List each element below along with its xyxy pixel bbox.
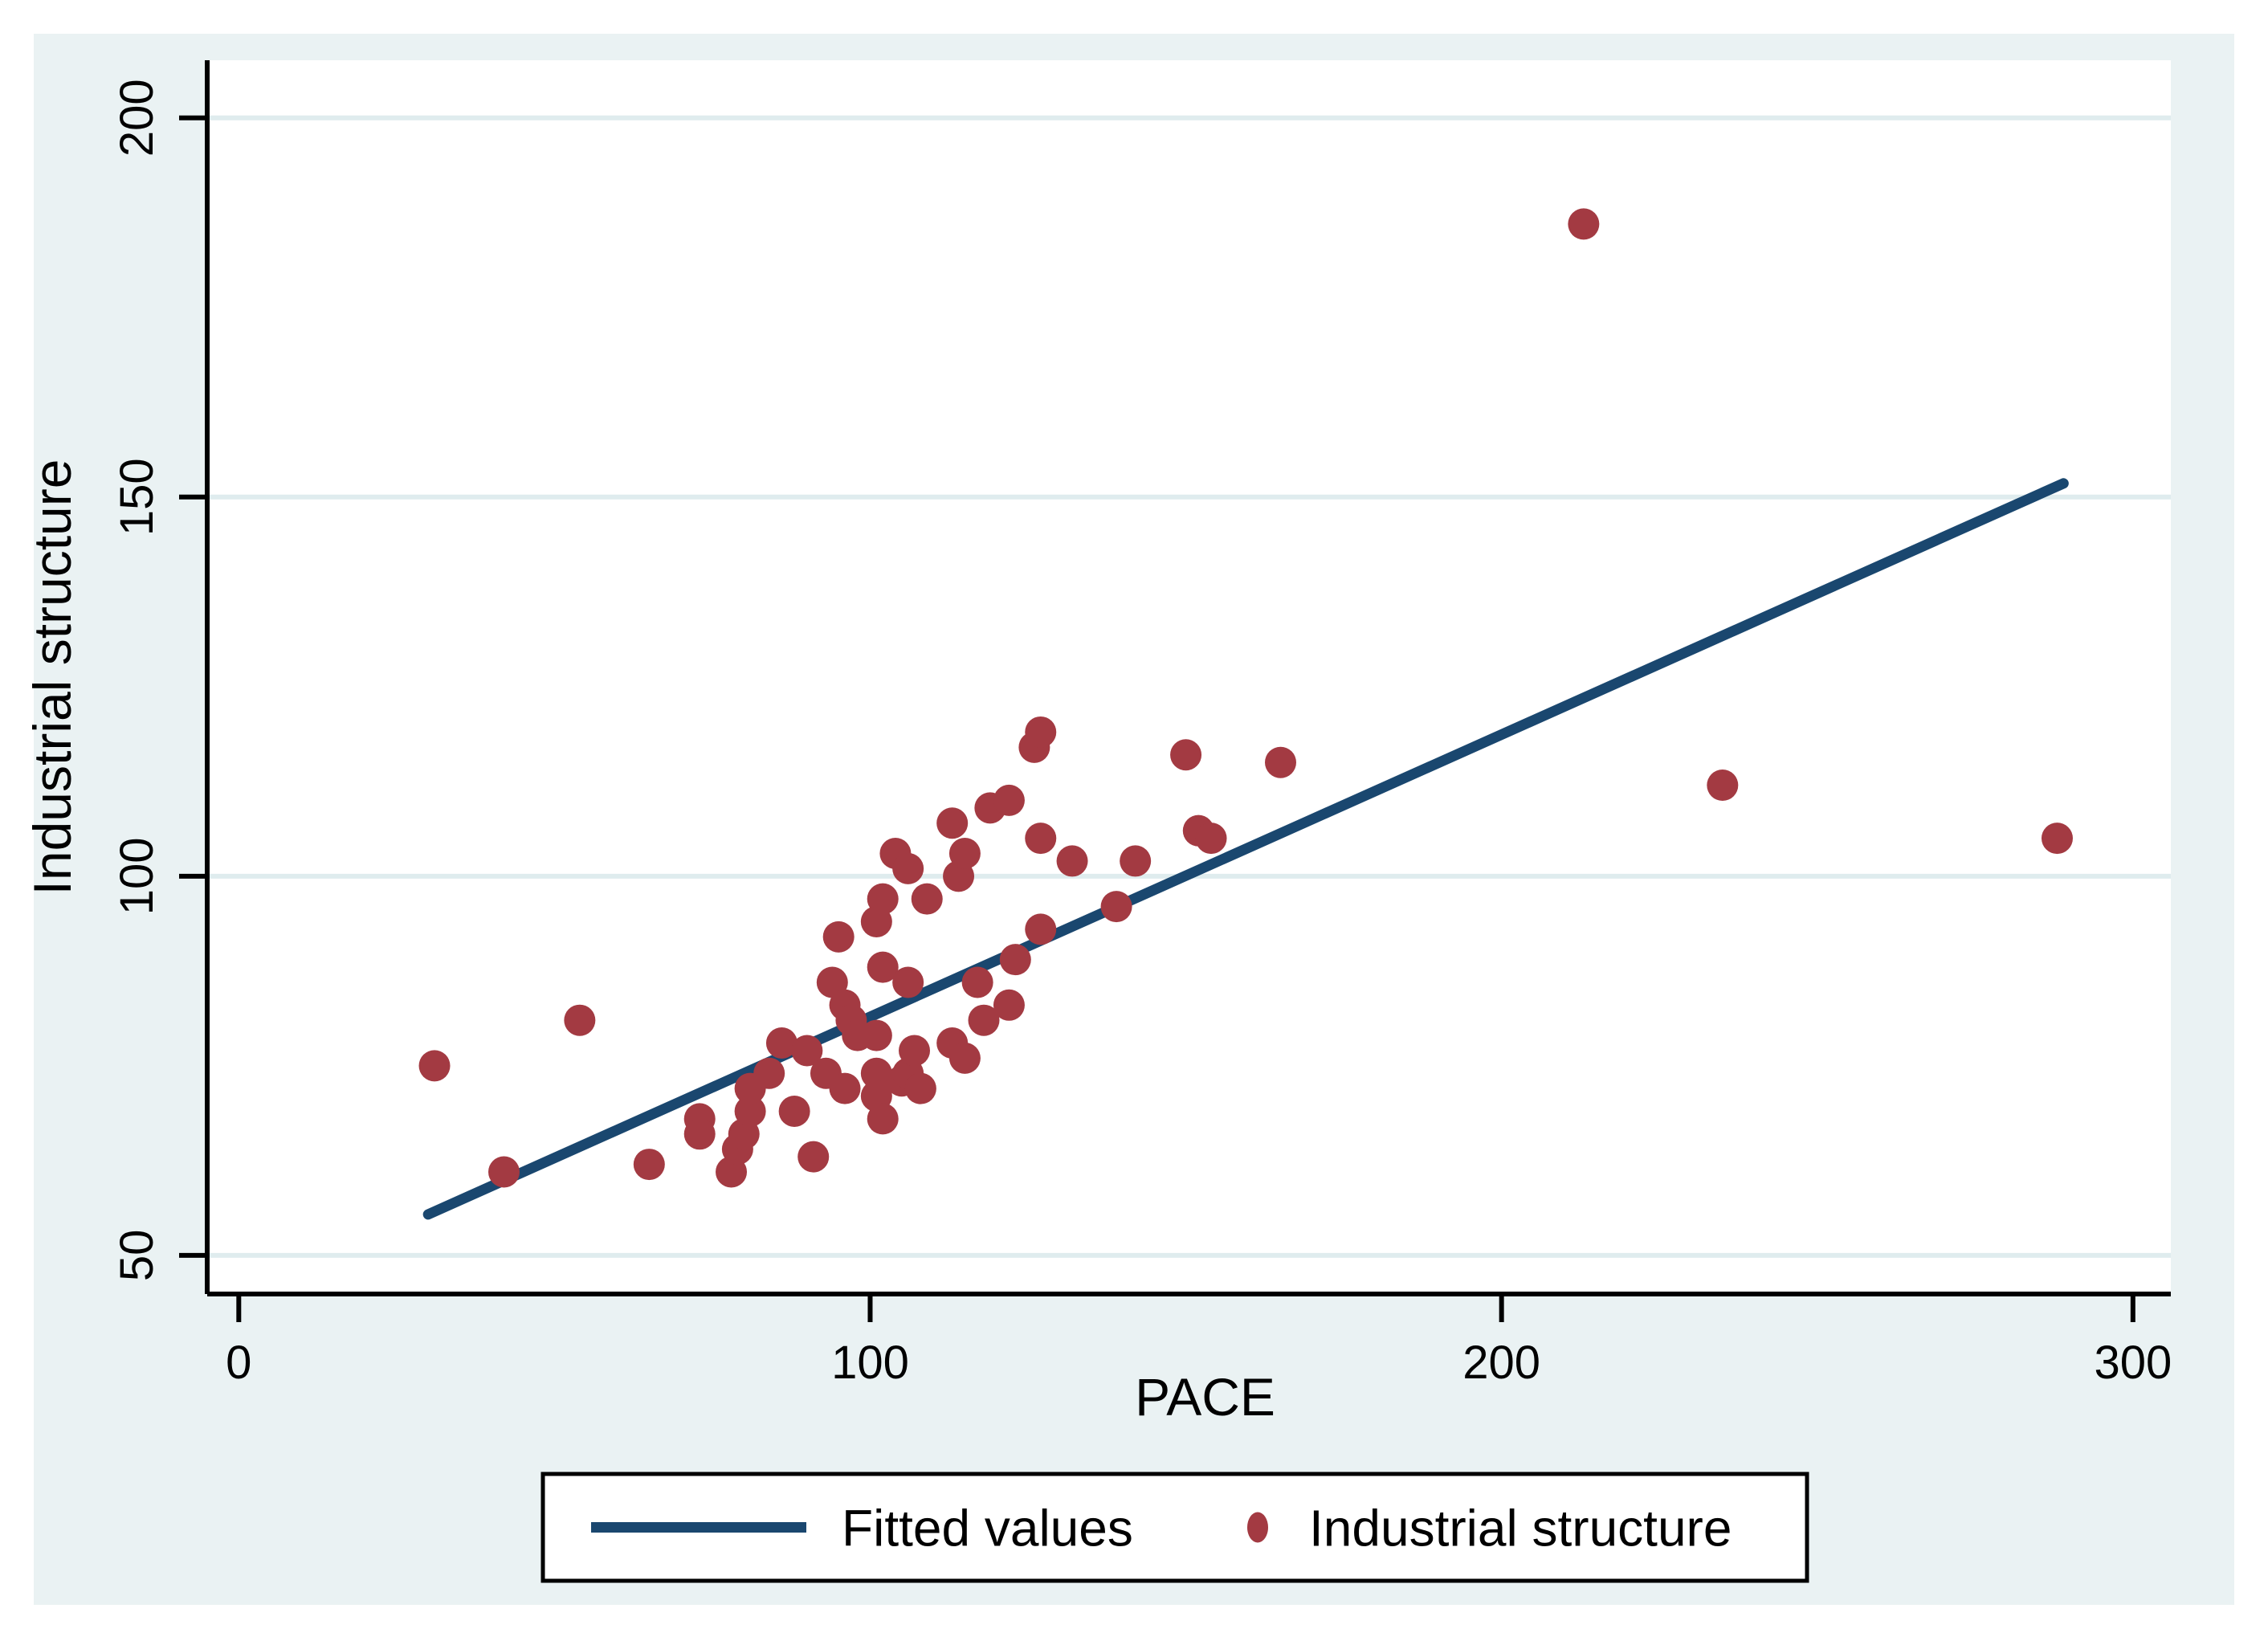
data-point: [1025, 823, 1057, 855]
data-point: [633, 1149, 665, 1181]
data-point: [961, 966, 993, 998]
x-axis-tick-label: 100: [831, 1337, 909, 1389]
data-point: [911, 883, 943, 915]
legend-dot-marker: [1247, 1512, 1268, 1543]
data-point: [829, 1072, 861, 1104]
y-axis-title: Industrial structure: [22, 459, 82, 896]
data-point: [892, 966, 924, 998]
data-point: [683, 1118, 716, 1150]
data-point: [797, 1141, 830, 1173]
data-point: [1568, 208, 1600, 240]
data-point: [904, 1072, 936, 1104]
data-point: [1056, 845, 1088, 877]
data-point: [1120, 845, 1152, 877]
data-point: [765, 1027, 797, 1059]
data-point: [1195, 823, 1227, 855]
legend-item-label-industrial-structure: Industrial structure: [1309, 1500, 1732, 1557]
data-point: [948, 837, 981, 869]
data-point: [892, 852, 924, 884]
data-point: [968, 1004, 1000, 1036]
data-point: [860, 1057, 892, 1089]
data-point: [1170, 739, 1202, 771]
data-point: [778, 1095, 810, 1127]
fitted-line: [422, 478, 2069, 1220]
data-point: [1025, 913, 1057, 945]
data-point: [860, 1019, 892, 1051]
data-point: [993, 784, 1025, 816]
y-axis-tick-label: 100: [111, 837, 163, 915]
data-point: [867, 951, 899, 983]
x-axis-title: PACE: [1135, 1367, 1275, 1427]
x-axis-tick-label: 300: [2094, 1337, 2172, 1389]
data-point: [822, 921, 855, 953]
data-point: [816, 966, 848, 998]
data-point: [999, 944, 1031, 976]
data-point: [936, 807, 969, 839]
y-axis-tick-label: 200: [111, 79, 163, 157]
plot-area: [207, 60, 2171, 1294]
data-point: [791, 1035, 823, 1067]
data-point: [993, 989, 1025, 1021]
data-point: [867, 883, 899, 915]
data-point: [753, 1057, 785, 1089]
data-point: [734, 1095, 766, 1127]
data-point: [948, 1042, 981, 1074]
data-point: [1264, 746, 1296, 778]
data-point: [1707, 770, 1739, 802]
y-axis-tick-label: 50: [111, 1230, 163, 1282]
data-point: [899, 1035, 931, 1067]
x-axis-tick-label: 200: [1462, 1337, 1540, 1389]
data-point: [488, 1156, 520, 1188]
data-point: [418, 1050, 451, 1082]
data-point: [2041, 823, 2073, 855]
data-point: [1025, 716, 1057, 748]
data-point: [564, 1004, 596, 1036]
y-axis-tick-label: 150: [111, 458, 163, 536]
legend-item-label-fitted-values: Fitted values: [842, 1500, 1133, 1557]
data-point: [1100, 891, 1132, 923]
data-point: [867, 1103, 899, 1135]
x-axis-tick-label: 0: [226, 1337, 251, 1389]
